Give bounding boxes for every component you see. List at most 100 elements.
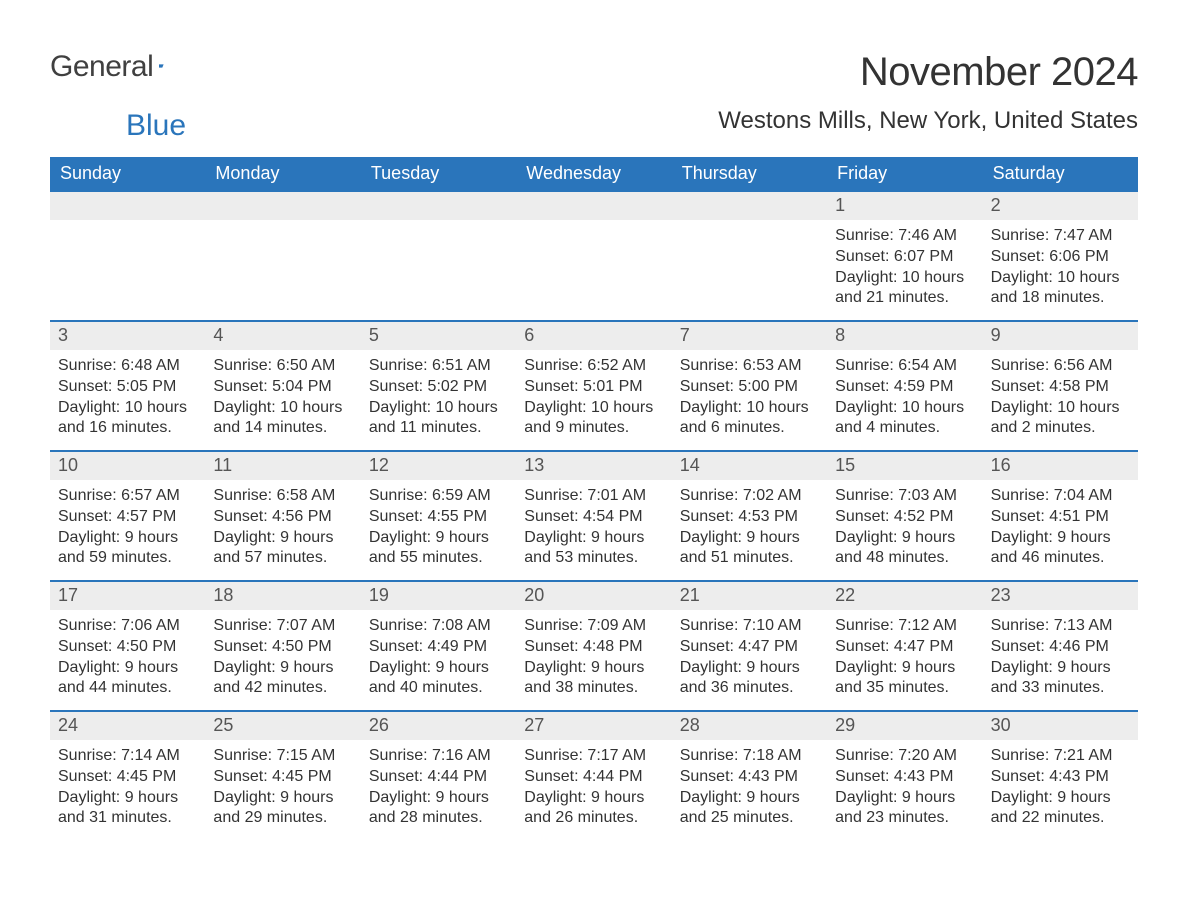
day-body: Sunrise: 7:07 AMSunset: 4:50 PMDaylight:… xyxy=(205,610,360,705)
weekday-header: Thursday xyxy=(672,157,827,192)
day-cell: 16Sunrise: 7:04 AMSunset: 4:51 PMDayligh… xyxy=(983,452,1138,580)
day-number: 6 xyxy=(516,322,671,350)
weekday-header: Saturday xyxy=(983,157,1138,192)
daylight1-text: Daylight: 9 hours xyxy=(524,528,663,549)
sunrise-text: Sunrise: 7:20 AM xyxy=(835,746,974,767)
daylight1-text: Daylight: 9 hours xyxy=(991,658,1130,679)
sunset-text: Sunset: 4:45 PM xyxy=(213,767,352,788)
sunrise-text: Sunrise: 6:51 AM xyxy=(369,356,508,377)
sunset-text: Sunset: 4:56 PM xyxy=(213,507,352,528)
daylight1-text: Daylight: 9 hours xyxy=(991,788,1130,809)
sunset-text: Sunset: 4:51 PM xyxy=(991,507,1130,528)
day-number: 20 xyxy=(516,582,671,610)
sunset-text: Sunset: 4:43 PM xyxy=(835,767,974,788)
day-body: Sunrise: 7:14 AMSunset: 4:45 PMDaylight:… xyxy=(50,740,205,835)
day-cell: 22Sunrise: 7:12 AMSunset: 4:47 PMDayligh… xyxy=(827,582,982,710)
day-number: 24 xyxy=(50,712,205,740)
day-cell: 14Sunrise: 7:02 AMSunset: 4:53 PMDayligh… xyxy=(672,452,827,580)
day-number: 12 xyxy=(361,452,516,480)
day-number: 11 xyxy=(205,452,360,480)
daylight1-text: Daylight: 10 hours xyxy=(680,398,819,419)
sunset-text: Sunset: 5:02 PM xyxy=(369,377,508,398)
daylight2-text: and 40 minutes. xyxy=(369,678,508,699)
day-cell: 6Sunrise: 6:52 AMSunset: 5:01 PMDaylight… xyxy=(516,322,671,450)
sunrise-text: Sunrise: 6:56 AM xyxy=(991,356,1130,377)
day-number: 18 xyxy=(205,582,360,610)
day-cell: 21Sunrise: 7:10 AMSunset: 4:47 PMDayligh… xyxy=(672,582,827,710)
daylight2-text: and 23 minutes. xyxy=(835,808,974,829)
daylight1-text: Daylight: 9 hours xyxy=(524,658,663,679)
daylight2-text: and 6 minutes. xyxy=(680,418,819,439)
day-body: Sunrise: 7:08 AMSunset: 4:49 PMDaylight:… xyxy=(361,610,516,705)
day-cell: 20Sunrise: 7:09 AMSunset: 4:48 PMDayligh… xyxy=(516,582,671,710)
brand-word-1: General xyxy=(50,50,153,84)
day-body: Sunrise: 7:17 AMSunset: 4:44 PMDaylight:… xyxy=(516,740,671,835)
day-cell: 30Sunrise: 7:21 AMSunset: 4:43 PMDayligh… xyxy=(983,712,1138,840)
sunrise-text: Sunrise: 6:48 AM xyxy=(58,356,197,377)
weekday-header: Wednesday xyxy=(516,157,671,192)
sunrise-text: Sunrise: 7:14 AM xyxy=(58,746,197,767)
sunrise-text: Sunrise: 7:10 AM xyxy=(680,616,819,637)
daylight1-text: Daylight: 9 hours xyxy=(991,528,1130,549)
daylight1-text: Daylight: 9 hours xyxy=(680,528,819,549)
day-cell: 17Sunrise: 7:06 AMSunset: 4:50 PMDayligh… xyxy=(50,582,205,710)
day-cell: 12Sunrise: 6:59 AMSunset: 4:55 PMDayligh… xyxy=(361,452,516,580)
daylight2-text: and 48 minutes. xyxy=(835,548,974,569)
day-number: 23 xyxy=(983,582,1138,610)
day-body: Sunrise: 6:51 AMSunset: 5:02 PMDaylight:… xyxy=(361,350,516,445)
title-block: November 2024 Westons Mills, New York, U… xyxy=(718,50,1138,135)
day-cell: 15Sunrise: 7:03 AMSunset: 4:52 PMDayligh… xyxy=(827,452,982,580)
brand-logo: General xyxy=(50,50,191,84)
weekday-header: Friday xyxy=(827,157,982,192)
daylight2-text: and 2 minutes. xyxy=(991,418,1130,439)
daylight2-text: and 59 minutes. xyxy=(58,548,197,569)
sunset-text: Sunset: 4:43 PM xyxy=(991,767,1130,788)
day-body: Sunrise: 6:52 AMSunset: 5:01 PMDaylight:… xyxy=(516,350,671,445)
sunset-text: Sunset: 4:54 PM xyxy=(524,507,663,528)
daylight1-text: Daylight: 10 hours xyxy=(991,268,1130,289)
day-body: Sunrise: 6:59 AMSunset: 4:55 PMDaylight:… xyxy=(361,480,516,575)
week-row: 17Sunrise: 7:06 AMSunset: 4:50 PMDayligh… xyxy=(50,580,1138,710)
daylight2-text: and 57 minutes. xyxy=(213,548,352,569)
empty-day-cell xyxy=(672,192,827,320)
sunrise-text: Sunrise: 7:02 AM xyxy=(680,486,819,507)
daylight1-text: Daylight: 10 hours xyxy=(58,398,197,419)
day-body: Sunrise: 7:02 AMSunset: 4:53 PMDaylight:… xyxy=(672,480,827,575)
day-body: Sunrise: 7:04 AMSunset: 4:51 PMDaylight:… xyxy=(983,480,1138,575)
weeks-container: 1Sunrise: 7:46 AMSunset: 6:07 PMDaylight… xyxy=(50,192,1138,840)
sunrise-text: Sunrise: 7:46 AM xyxy=(835,226,974,247)
sunrise-text: Sunrise: 7:09 AM xyxy=(524,616,663,637)
day-number xyxy=(516,192,671,220)
day-number: 28 xyxy=(672,712,827,740)
brand-word-2: Blue xyxy=(126,109,186,142)
sunset-text: Sunset: 4:47 PM xyxy=(680,637,819,658)
daylight1-text: Daylight: 9 hours xyxy=(58,528,197,549)
day-cell: 10Sunrise: 6:57 AMSunset: 4:57 PMDayligh… xyxy=(50,452,205,580)
day-number: 27 xyxy=(516,712,671,740)
calendar-page: General November 2024 Westons Mills, New… xyxy=(0,0,1188,870)
sunset-text: Sunset: 5:01 PM xyxy=(524,377,663,398)
sunset-text: Sunset: 4:52 PM xyxy=(835,507,974,528)
day-cell: 19Sunrise: 7:08 AMSunset: 4:49 PMDayligh… xyxy=(361,582,516,710)
flag-icon xyxy=(159,56,164,76)
day-number: 22 xyxy=(827,582,982,610)
sunrise-text: Sunrise: 6:58 AM xyxy=(213,486,352,507)
empty-day-cell xyxy=(516,192,671,320)
sunset-text: Sunset: 4:45 PM xyxy=(58,767,197,788)
sunset-text: Sunset: 4:55 PM xyxy=(369,507,508,528)
week-row: 24Sunrise: 7:14 AMSunset: 4:45 PMDayligh… xyxy=(50,710,1138,840)
day-cell: 28Sunrise: 7:18 AMSunset: 4:43 PMDayligh… xyxy=(672,712,827,840)
calendar-grid: SundayMondayTuesdayWednesdayThursdayFrid… xyxy=(50,157,1138,840)
day-body: Sunrise: 7:47 AMSunset: 6:06 PMDaylight:… xyxy=(983,220,1138,315)
sunrise-text: Sunrise: 7:08 AM xyxy=(369,616,508,637)
sunset-text: Sunset: 4:46 PM xyxy=(991,637,1130,658)
day-number: 7 xyxy=(672,322,827,350)
daylight1-text: Daylight: 9 hours xyxy=(58,788,197,809)
daylight1-text: Daylight: 10 hours xyxy=(369,398,508,419)
day-number: 10 xyxy=(50,452,205,480)
daylight2-text: and 29 minutes. xyxy=(213,808,352,829)
daylight2-text: and 53 minutes. xyxy=(524,548,663,569)
week-row: 10Sunrise: 6:57 AMSunset: 4:57 PMDayligh… xyxy=(50,450,1138,580)
daylight2-text: and 26 minutes. xyxy=(524,808,663,829)
day-number: 2 xyxy=(983,192,1138,220)
